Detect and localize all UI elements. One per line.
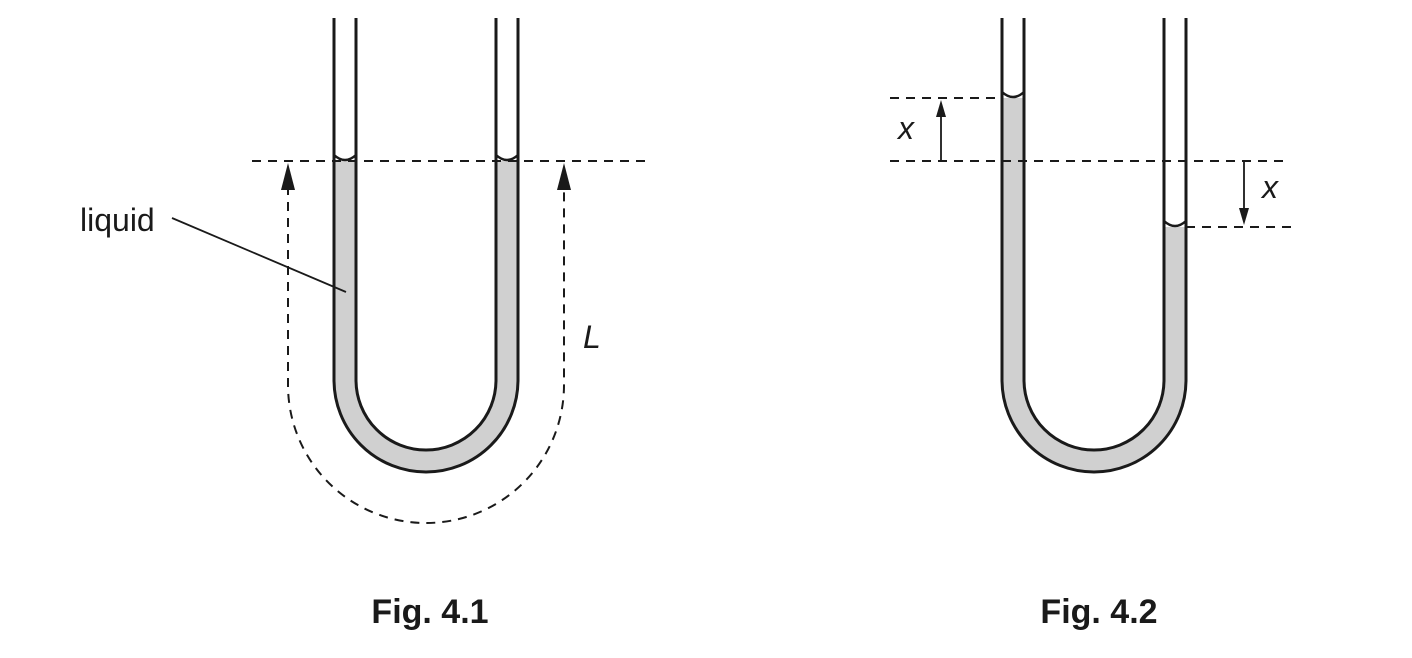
length-label-L: L xyxy=(583,319,601,355)
rise-label-x: x xyxy=(896,110,915,146)
meniscus-left-raised xyxy=(1001,91,1025,99)
figure-4-1-caption: Fig. 4.1 xyxy=(371,593,488,631)
liquid-label: liquid xyxy=(80,202,155,238)
arrowhead-right xyxy=(557,163,571,190)
rise-arrowhead xyxy=(936,100,946,117)
fall-label-x: x xyxy=(1260,169,1279,205)
u-tube-outer-wall-2 xyxy=(1000,18,1188,474)
u-tube-outer-wall xyxy=(332,18,520,474)
arrowhead-left xyxy=(281,163,295,190)
meniscus-left xyxy=(333,154,357,162)
meniscus-right-lowered xyxy=(1163,220,1187,228)
u-tube-inner-wall xyxy=(354,18,498,452)
meniscus-right xyxy=(495,154,519,162)
liquid-column-length-arrow xyxy=(287,186,565,524)
figure-4-2-caption: Fig. 4.2 xyxy=(1040,593,1157,631)
liquid-leader-line xyxy=(171,217,347,293)
figure-4-1: liquid L Fig. 4.1 xyxy=(80,18,648,631)
liquid-fill-displaced xyxy=(1002,98,1186,472)
liquid-fill-equal-levels xyxy=(334,161,518,472)
figure-4-2: x x Fig. 4.2 xyxy=(890,18,1296,631)
u-tube-inner-wall-2 xyxy=(1022,18,1166,452)
fall-arrowhead xyxy=(1239,208,1249,225)
